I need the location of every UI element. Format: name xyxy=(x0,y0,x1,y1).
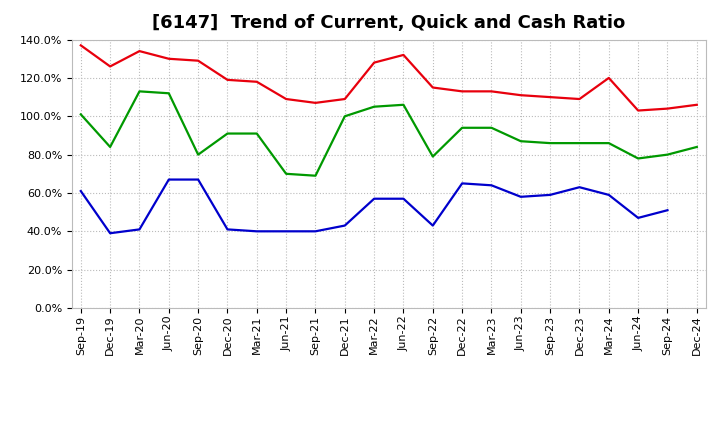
Current Ratio xyxy=(605,75,613,81)
Cash Ratio xyxy=(605,192,613,198)
Current Ratio xyxy=(282,96,290,102)
Quick Ratio xyxy=(194,152,202,157)
Quick Ratio xyxy=(458,125,467,130)
Quick Ratio xyxy=(399,102,408,107)
Title: [6147]  Trend of Current, Quick and Cash Ratio: [6147] Trend of Current, Quick and Cash … xyxy=(152,15,626,33)
Cash Ratio xyxy=(487,183,496,188)
Current Ratio xyxy=(516,92,525,98)
Quick Ratio xyxy=(341,114,349,119)
Current Ratio xyxy=(663,106,672,111)
Current Ratio xyxy=(341,96,349,102)
Quick Ratio xyxy=(663,152,672,157)
Cash Ratio xyxy=(223,227,232,232)
Current Ratio xyxy=(458,89,467,94)
Quick Ratio xyxy=(76,112,85,117)
Current Ratio xyxy=(428,85,437,90)
Current Ratio xyxy=(194,58,202,63)
Cash Ratio xyxy=(253,229,261,234)
Quick Ratio xyxy=(311,173,320,178)
Current Ratio xyxy=(370,60,379,65)
Cash Ratio xyxy=(634,215,642,220)
Quick Ratio xyxy=(282,171,290,176)
Cash Ratio xyxy=(135,227,144,232)
Current Ratio xyxy=(399,52,408,58)
Current Ratio xyxy=(575,96,584,102)
Cash Ratio xyxy=(516,194,525,199)
Current Ratio xyxy=(223,77,232,82)
Current Ratio xyxy=(76,43,85,48)
Cash Ratio xyxy=(282,229,290,234)
Current Ratio xyxy=(634,108,642,113)
Cash Ratio xyxy=(575,185,584,190)
Cash Ratio xyxy=(341,223,349,228)
Quick Ratio xyxy=(575,140,584,146)
Current Ratio xyxy=(253,79,261,84)
Cash Ratio xyxy=(663,208,672,213)
Quick Ratio xyxy=(487,125,496,130)
Cash Ratio xyxy=(458,181,467,186)
Quick Ratio xyxy=(428,154,437,159)
Quick Ratio xyxy=(693,144,701,150)
Quick Ratio xyxy=(253,131,261,136)
Current Ratio xyxy=(135,48,144,54)
Quick Ratio xyxy=(223,131,232,136)
Cash Ratio xyxy=(106,231,114,236)
Line: Cash Ratio: Cash Ratio xyxy=(81,180,667,233)
Current Ratio xyxy=(106,64,114,69)
Cash Ratio xyxy=(428,223,437,228)
Quick Ratio xyxy=(370,104,379,109)
Cash Ratio xyxy=(76,188,85,194)
Quick Ratio xyxy=(164,91,173,96)
Cash Ratio xyxy=(399,196,408,202)
Current Ratio xyxy=(693,102,701,107)
Quick Ratio xyxy=(634,156,642,161)
Quick Ratio xyxy=(516,139,525,144)
Current Ratio xyxy=(311,100,320,106)
Cash Ratio xyxy=(370,196,379,202)
Quick Ratio xyxy=(106,144,114,150)
Cash Ratio xyxy=(194,177,202,182)
Quick Ratio xyxy=(135,89,144,94)
Cash Ratio xyxy=(311,229,320,234)
Cash Ratio xyxy=(164,177,173,182)
Quick Ratio xyxy=(605,140,613,146)
Current Ratio xyxy=(487,89,496,94)
Line: Current Ratio: Current Ratio xyxy=(81,45,697,110)
Current Ratio xyxy=(546,95,554,100)
Quick Ratio xyxy=(546,140,554,146)
Current Ratio xyxy=(164,56,173,62)
Cash Ratio xyxy=(546,192,554,198)
Line: Quick Ratio: Quick Ratio xyxy=(81,92,697,176)
